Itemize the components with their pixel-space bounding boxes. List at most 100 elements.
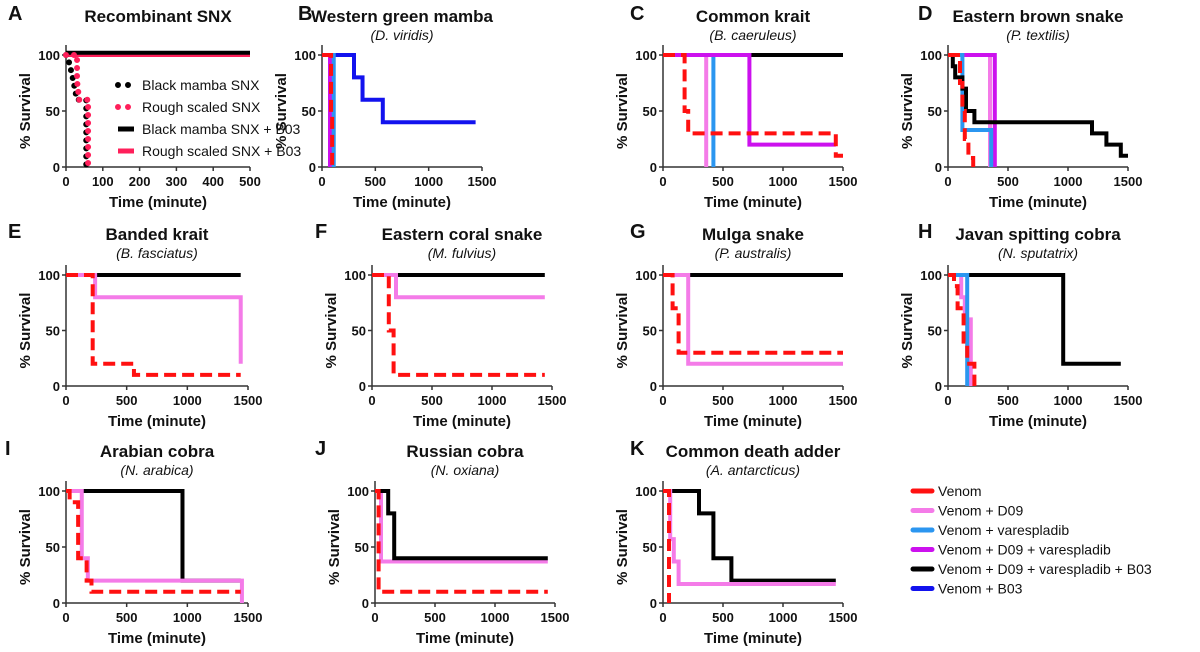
panel-letter: D bbox=[918, 3, 932, 25]
panel-title: Common death adder bbox=[666, 442, 841, 461]
y-tick-label: 0 bbox=[359, 379, 366, 394]
y-tick-label: 50 bbox=[643, 324, 657, 339]
x-axis-label: Time (minute) bbox=[704, 630, 802, 647]
y-axis-label: % Survival bbox=[17, 73, 34, 149]
y-axis-label: % Survival bbox=[273, 73, 290, 149]
y-tick-label: 0 bbox=[53, 596, 60, 611]
y-tick-label: 0 bbox=[650, 160, 657, 175]
x-tick-label: 0 bbox=[368, 393, 375, 408]
y-tick-label: 0 bbox=[53, 379, 60, 394]
x-tick-label: 1500 bbox=[234, 393, 263, 408]
panel-title: Russian cobra bbox=[406, 442, 524, 461]
y-tick-label: 100 bbox=[920, 48, 942, 63]
panel-subtitle: (P. australis) bbox=[715, 245, 792, 261]
x-tick-label: 1000 bbox=[769, 610, 798, 625]
y-tick-label: 100 bbox=[294, 48, 316, 63]
series-d09 bbox=[66, 489, 244, 603]
x-tick-label: 0 bbox=[659, 393, 666, 408]
x-axis-label: Time (minute) bbox=[413, 413, 511, 430]
x-axis-label: Time (minute) bbox=[416, 630, 514, 647]
series-d09 bbox=[663, 489, 836, 586]
x-tick-label: 400 bbox=[202, 174, 224, 189]
y-tick-label: 50 bbox=[928, 324, 942, 339]
y-tick-label: 50 bbox=[46, 104, 60, 119]
panel-subtitle: (B. fasciatus) bbox=[116, 245, 198, 261]
x-tick-label: 500 bbox=[712, 393, 734, 408]
panel-subtitle: (N. arabica) bbox=[120, 462, 193, 478]
y-tick-label: 50 bbox=[643, 104, 657, 119]
panel-k: K Common death adder(A. antarcticus) 0 50 10… bbox=[614, 438, 857, 647]
x-tick-label: 1000 bbox=[481, 610, 510, 625]
x-tick-label: 0 bbox=[944, 393, 951, 408]
panel-letter: F bbox=[315, 221, 327, 243]
panel-title: Recombinant SNX bbox=[84, 7, 232, 26]
x-tick-label: 500 bbox=[364, 174, 386, 189]
x-axis-label: Time (minute) bbox=[989, 413, 1087, 430]
series-full bbox=[663, 489, 836, 583]
panel-subtitle: (M. fulvius) bbox=[428, 245, 496, 261]
series-full bbox=[948, 273, 1121, 366]
series-full bbox=[948, 53, 1128, 158]
series-black-mamba-snx bbox=[63, 52, 90, 170]
x-tick-label: 1000 bbox=[173, 393, 202, 408]
legend-label: Venom + D09 + varespladib bbox=[938, 542, 1111, 558]
series-d09vares bbox=[322, 53, 332, 167]
x-axis-label: Time (minute) bbox=[108, 413, 206, 430]
panel-title: Javan spitting cobra bbox=[955, 225, 1121, 244]
panel-title: Banded krait bbox=[106, 225, 209, 244]
series-venom bbox=[66, 273, 241, 377]
panel-subtitle: (A. antarcticus) bbox=[706, 462, 800, 478]
series-venom bbox=[375, 489, 548, 594]
x-tick-label: 1500 bbox=[541, 610, 570, 625]
series-venom bbox=[948, 273, 977, 386]
panel-title: Common krait bbox=[696, 7, 811, 26]
x-tick-label: 1500 bbox=[538, 393, 567, 408]
panel-letter: G bbox=[630, 221, 646, 243]
y-axis-label: % Survival bbox=[326, 509, 343, 585]
x-tick-label: 200 bbox=[129, 174, 151, 189]
panel-title: Eastern brown snake bbox=[952, 7, 1123, 26]
panel-a: A Recombinant SNX 0 50 100 0 100 200 300 400 500 Ti… bbox=[8, 3, 301, 211]
series-full bbox=[375, 489, 548, 561]
panel-subtitle: (N. oxiana) bbox=[431, 462, 499, 478]
panel-letter: K bbox=[630, 438, 645, 460]
x-tick-label: 500 bbox=[712, 174, 734, 189]
legend-label: Rough scaled SNX + B03 bbox=[142, 143, 301, 159]
legend-label: Venom bbox=[938, 483, 982, 499]
x-tick-label: 500 bbox=[712, 610, 734, 625]
y-tick-label: 100 bbox=[38, 48, 60, 63]
y-tick-label: 100 bbox=[38, 484, 60, 499]
x-tick-label: 1000 bbox=[769, 393, 798, 408]
x-tick-label: 0 bbox=[371, 610, 378, 625]
y-tick-label: 0 bbox=[935, 160, 942, 175]
panel-title: Arabian cobra bbox=[100, 442, 215, 461]
y-tick-label: 0 bbox=[309, 160, 316, 175]
x-tick-label: 500 bbox=[997, 393, 1019, 408]
x-axis-label: Time (minute) bbox=[109, 194, 207, 211]
y-tick-label: 0 bbox=[53, 160, 60, 175]
y-tick-label: 100 bbox=[344, 268, 366, 283]
y-tick-label: 50 bbox=[352, 324, 366, 339]
y-tick-label: 50 bbox=[46, 324, 60, 339]
y-tick-label: 50 bbox=[928, 104, 942, 119]
x-tick-label: 0 bbox=[659, 610, 666, 625]
x-tick-label: 300 bbox=[166, 174, 188, 189]
x-tick-label: 1500 bbox=[234, 610, 263, 625]
series-venom bbox=[663, 273, 843, 355]
y-tick-label: 50 bbox=[302, 104, 316, 119]
x-tick-label: 500 bbox=[421, 393, 443, 408]
panel-title: Mulga snake bbox=[702, 225, 804, 244]
x-tick-label: 500 bbox=[424, 610, 446, 625]
panel-letter: E bbox=[8, 221, 21, 243]
panel-subtitle: (D. viridis) bbox=[371, 27, 434, 43]
panel-subtitle: (N. sputatrix) bbox=[998, 245, 1078, 261]
x-tick-label: 500 bbox=[997, 174, 1019, 189]
series-full bbox=[66, 489, 241, 583]
series-venom bbox=[663, 53, 843, 158]
series-d09 bbox=[375, 489, 548, 564]
